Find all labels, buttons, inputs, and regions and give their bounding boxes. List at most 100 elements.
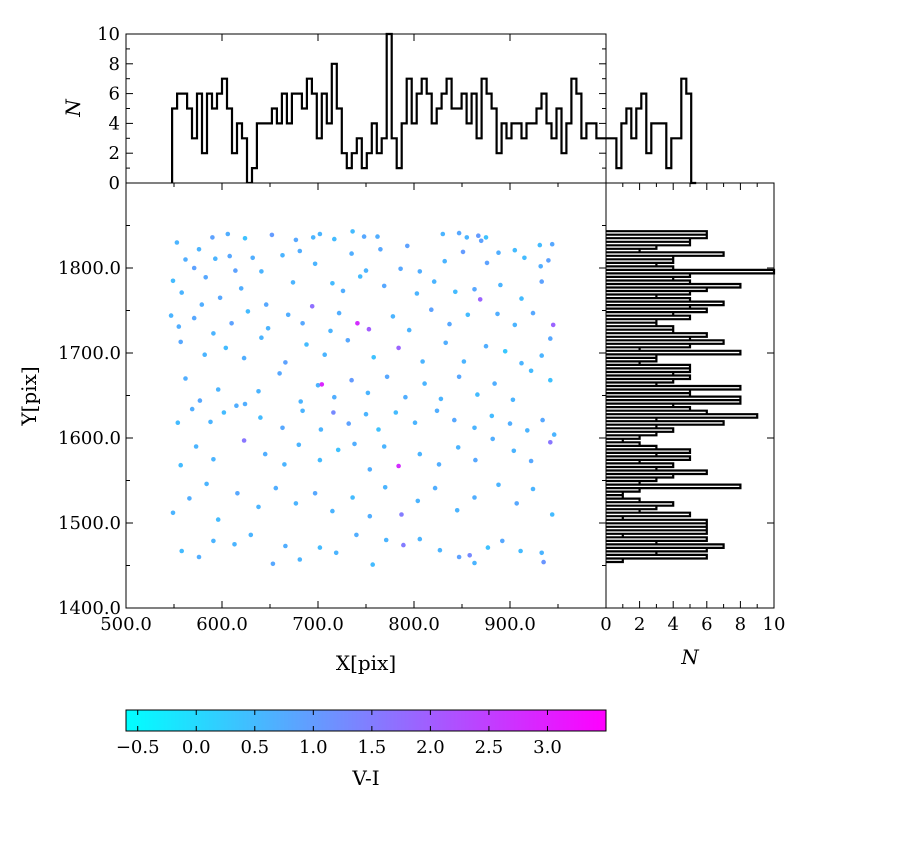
scatter-point [242,401,248,407]
scatter-point [282,462,287,467]
scatter-point [189,406,195,412]
scatter-point [530,310,536,316]
scatter-point [363,268,369,273]
scatter-point [500,538,505,544]
scatter-point [204,481,209,487]
scatter-point [280,253,285,258]
scatter-point [235,491,240,496]
scatter-point [512,322,518,328]
scatter-point [328,328,333,334]
scatter-point [300,408,305,414]
scatter-point [522,255,527,261]
scatter-point [371,355,377,360]
right-hist-x-tick-label: 2 [634,614,645,635]
scatter-point [406,327,412,333]
scatter-point [227,253,232,259]
scatter-point [456,554,462,560]
scatter-point [234,403,239,409]
scatter-point [245,309,251,314]
scatter-point [248,532,254,538]
colorbar-tick-label: 0.5 [240,737,269,758]
top-hist-y-tick-label: 0 [109,173,120,194]
scatter-point [312,491,318,496]
scatter-point [366,326,372,332]
scatter-point [170,510,176,516]
scatter-point [293,501,299,506]
right-histogram-steps [606,230,776,564]
scatter-point [367,513,373,519]
scatter-point [519,360,524,366]
scatter-point [398,266,403,272]
colorbar-gradient [125,709,607,732]
scatter-point [384,374,390,380]
scatter-point [538,264,543,269]
scatter-point [436,462,442,467]
scatter-background [126,183,606,608]
scatter-point [415,498,421,504]
scatter-point [357,274,363,279]
right-histogram-frame [605,182,775,609]
scatter-point [383,537,389,543]
scatter-point [431,279,437,284]
scatter-point [375,234,380,239]
scatter-point [551,432,557,437]
y-tick-label: 1500.0 [58,513,121,534]
scatter-point [472,560,477,566]
scatter-point [285,312,291,318]
scatter-point [546,258,551,263]
scatter-point [211,331,216,336]
scatter-point [541,559,546,565]
scatter-point [447,321,452,327]
x-tick-label: 900.0 [484,614,536,635]
scatter-point [250,255,255,261]
scatter-point [179,290,184,295]
colorbar-tick-label: 1.5 [358,737,387,758]
scatter-point [495,311,500,317]
y-axis-label: Y[pix] [17,366,41,426]
scatter-point [456,230,462,236]
top-histogram-steps [171,32,697,185]
scatter-point [442,258,448,264]
scatter-point [464,235,470,240]
scatter-point [352,441,357,447]
scatter-point [381,444,387,449]
scatter-point [539,279,544,284]
scatter-point [170,278,176,284]
scatter-point [269,232,275,238]
scatter-point [492,381,497,386]
scatter-point [202,352,207,358]
scatter-point [293,237,299,243]
scatter-point [511,448,517,454]
scatter-point [496,482,501,488]
y-tick-label: 1600.0 [58,428,121,449]
scatter-point [539,353,544,358]
scatter-point [519,296,524,301]
scatter-point [349,251,354,256]
scatter-point [191,315,197,321]
scatter-point [223,345,229,351]
x-tick-label: 600.0 [196,614,248,635]
scatter-point [548,336,553,341]
scatter-point [280,425,285,431]
top-hist-y-tick-label: 2 [109,143,120,164]
scatter-point [548,377,553,383]
scatter-point [485,545,491,550]
scatter-point [256,504,261,510]
scatter-point [196,247,202,252]
scatter-point [317,545,323,550]
scatter-point [241,355,247,361]
scatter-point [514,501,519,506]
scatter-point [452,417,457,423]
scatter-point [193,444,199,449]
top-histogram: 0 2 4 6 8 10 N [61,24,697,194]
scatter-point [498,282,503,288]
scatter-point [483,343,489,349]
colorbar-ticks: −0.5 0.0 0.5 1.0 1.5 2.0 2.5 3.0 [116,710,562,758]
scatter-point [363,411,369,417]
scatter-point [330,281,335,286]
scatter-point [256,389,261,394]
scatter-point [270,561,276,567]
scatter-point [443,340,449,346]
top-histogram-ylabel: N [61,98,85,118]
scatter-point [477,297,483,302]
